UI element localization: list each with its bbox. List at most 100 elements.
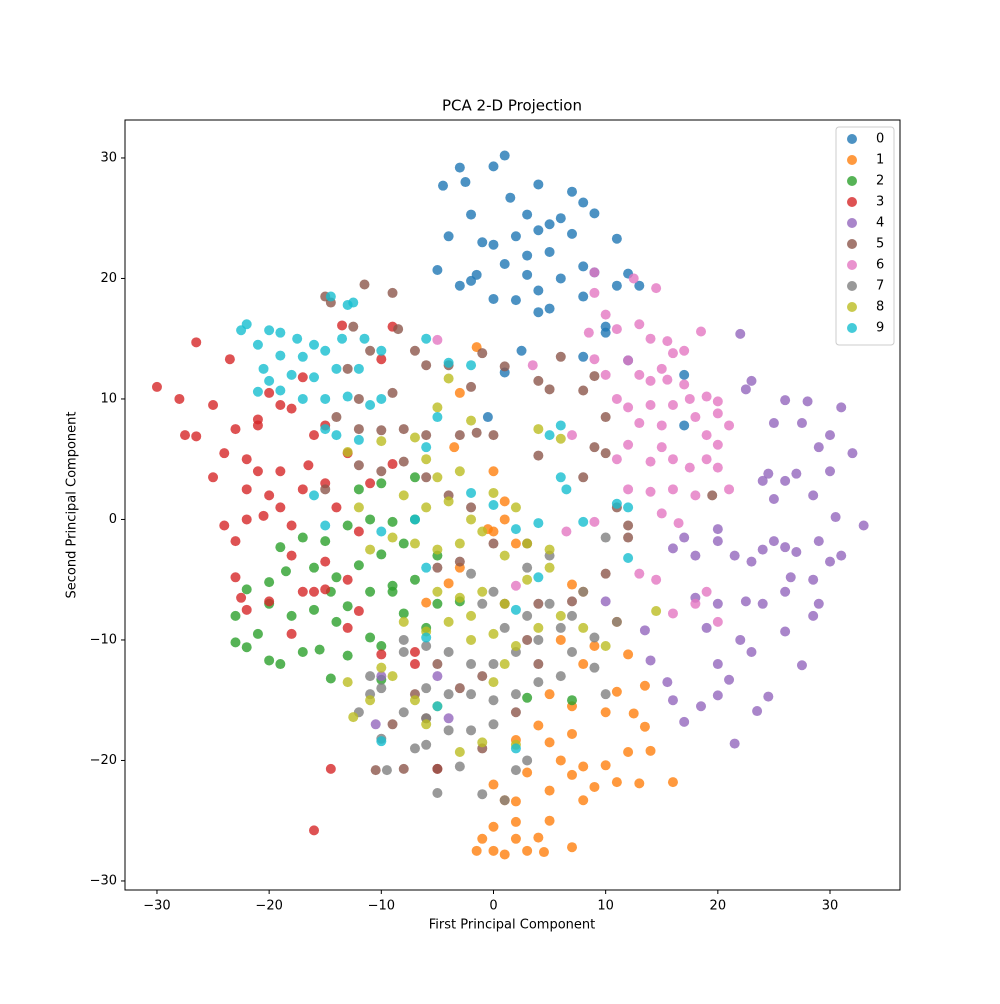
scatter-point [712, 439, 723, 450]
scatter-point [712, 690, 723, 701]
scatter-point [376, 436, 387, 447]
scatter-point [712, 536, 723, 547]
scatter-point [623, 502, 634, 513]
scatter-point [471, 845, 482, 856]
scatter-point [639, 625, 650, 636]
scatter-point [398, 763, 409, 774]
scatter-point [712, 524, 723, 535]
scatter-point [477, 671, 488, 682]
scatter-point [533, 285, 544, 296]
scatter-point [488, 293, 499, 304]
scatter-point [488, 586, 499, 597]
scatter-point [578, 761, 589, 772]
scatter-point [264, 655, 275, 666]
scatter-point [567, 647, 578, 658]
scatter-point [320, 520, 331, 531]
scatter-point [432, 763, 443, 774]
scatter-point [342, 622, 353, 633]
scatter-point [488, 677, 499, 688]
x-tick-label: 30 [822, 899, 839, 914]
scatter-point [376, 649, 387, 660]
scatter-point [555, 634, 566, 645]
scatter-point [432, 402, 443, 413]
y-tick-label: 20 [100, 271, 117, 286]
scatter-point [252, 466, 263, 477]
scatter-point [387, 459, 398, 470]
scatter-point [510, 604, 521, 615]
scatter-point [628, 273, 639, 284]
scatter-point [567, 769, 578, 780]
scatter-point [533, 720, 544, 731]
scatter-point [679, 379, 690, 390]
scatter-point [611, 686, 622, 697]
scatter-point [522, 269, 533, 280]
scatter-point [623, 747, 634, 758]
scatter-point [656, 420, 667, 431]
scatter-point [320, 393, 331, 404]
scatter-point [376, 662, 387, 673]
scatter-point [544, 430, 555, 441]
scatter-point [224, 354, 235, 365]
scatter-point [712, 396, 723, 407]
scatter-point [785, 572, 796, 583]
scatter-point [645, 333, 656, 344]
scatter-point [544, 544, 555, 555]
scatter-point [488, 430, 499, 441]
scatter-point [348, 321, 359, 332]
scatter-point [522, 538, 533, 549]
scatter-point [477, 586, 488, 597]
scatter-point [757, 544, 768, 555]
scatter-point [376, 393, 387, 404]
scatter-point [533, 659, 544, 670]
legend-label: 4 [876, 216, 884, 231]
scatter-point [337, 333, 348, 344]
scatter-point [409, 743, 420, 754]
legend-label: 5 [876, 237, 884, 252]
scatter-point [286, 550, 297, 561]
scatter-point [578, 795, 589, 806]
scatter-point [230, 424, 241, 435]
scatter-point [858, 520, 869, 531]
scatter-point [544, 598, 555, 609]
scatter-point [578, 197, 589, 208]
legend-marker [847, 302, 857, 312]
scatter-point [275, 327, 286, 338]
scatter-point [544, 562, 555, 573]
scatter-point [381, 765, 392, 776]
scatter-point [353, 424, 364, 435]
scatter-point [320, 584, 331, 595]
scatter-point [191, 337, 202, 348]
scatter-point [510, 295, 521, 306]
scatter-point [219, 520, 230, 531]
scatter-point [589, 442, 600, 453]
scatter-point [320, 484, 331, 495]
legend-label: 3 [876, 195, 884, 210]
scatter-point [477, 737, 488, 748]
scatter-point [191, 431, 202, 442]
scatter-point [611, 616, 622, 627]
scatter-point [443, 725, 454, 736]
scatter-point [589, 516, 600, 527]
scatter-point [466, 275, 477, 286]
scatter-point [376, 466, 387, 477]
scatter-point [567, 186, 578, 197]
scatter-point [449, 442, 460, 453]
legend-label: 8 [876, 300, 884, 315]
scatter-point [309, 339, 320, 350]
scatter-point [230, 610, 241, 621]
scatter-point [376, 345, 387, 356]
scatter-point [421, 472, 432, 483]
scatter-point [348, 712, 359, 723]
scatter-point [387, 516, 398, 527]
scatter-point [432, 562, 443, 573]
scatter-point [353, 460, 364, 471]
axes-frame [124, 119, 901, 891]
scatter-point [230, 637, 241, 648]
scatter-point [365, 544, 376, 555]
scatter-point [813, 536, 824, 547]
scatter-point [555, 472, 566, 483]
scatter-point [712, 616, 723, 627]
scatter-point [555, 213, 566, 224]
scatter-point [466, 689, 477, 700]
scatter-point [639, 680, 650, 691]
